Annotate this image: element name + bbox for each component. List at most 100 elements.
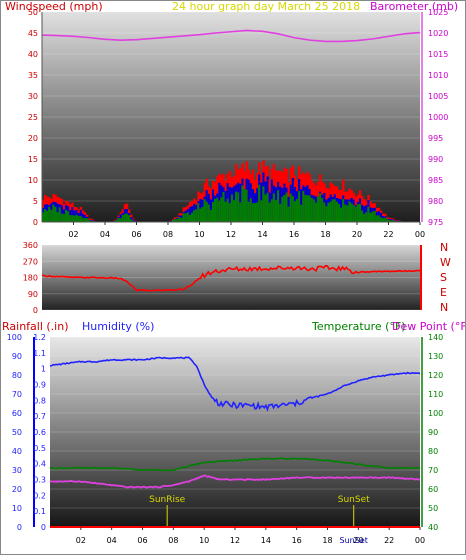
compass-label: N — [440, 301, 448, 314]
wind-low-bar — [225, 202, 227, 222]
barometer-tick-label: 1015 — [428, 50, 448, 59]
wind-low-bar — [126, 214, 128, 222]
wind-low-bar — [346, 205, 348, 222]
wind-low-bar — [73, 216, 75, 222]
rainfall-tick-label: 0.8 — [33, 396, 46, 405]
hour-tick-label: 22 — [383, 230, 393, 239]
temperature-tick-label: 50 — [428, 504, 438, 513]
wind-low-bar — [206, 202, 208, 222]
wind-low-bar — [201, 207, 203, 222]
wind-low-bar — [382, 218, 384, 222]
rainfall-tick-label: 1.2 — [33, 333, 46, 342]
wind-low-bar — [269, 203, 271, 222]
wind-low-bar — [250, 198, 252, 222]
hour-tick-label: 16 — [289, 230, 299, 239]
compass-label: E — [440, 286, 447, 299]
temperature-tick-label: 110 — [428, 390, 443, 399]
wind-low-bar — [220, 197, 222, 222]
barometer-tick-label: 985 — [428, 176, 443, 185]
wind-low-bar — [214, 199, 216, 222]
wind-low-bar — [300, 205, 302, 222]
wind-low-bar — [365, 212, 367, 222]
temperature-tick-label: 130 — [428, 352, 443, 361]
wind-low-bar — [183, 213, 185, 222]
wind-low-bar — [216, 198, 218, 222]
humidity-tick-label: 80 — [12, 371, 22, 380]
humidity-tick-label: 60 — [12, 409, 22, 418]
wind-low-bar — [185, 213, 187, 222]
wind-low-bar — [330, 202, 332, 222]
wind-low-bar — [248, 202, 250, 222]
hour-tick-label: 02 — [68, 230, 78, 239]
rainfall-tick-label: 0.1 — [33, 507, 46, 516]
wind-low-bar — [294, 201, 296, 222]
wind-low-bar — [277, 190, 279, 222]
windspeed-tick-label: 50 — [28, 8, 38, 17]
wind-low-bar — [57, 212, 59, 222]
temperature-tick-label: 60 — [428, 485, 438, 494]
wind-low-bar — [86, 218, 88, 222]
wind-low-bar — [281, 197, 283, 222]
wind-low-bar — [369, 213, 371, 222]
compass-label: N — [440, 241, 448, 254]
humidity-axis-title: Humidity (%) — [82, 320, 154, 333]
windspeed-tick-label: 25 — [28, 113, 38, 122]
hour-tick-label: 10 — [194, 230, 204, 239]
hour-tick-label: 00 — [415, 230, 425, 239]
wind-low-bar — [296, 199, 298, 222]
wind-low-bar — [69, 215, 71, 222]
wind-low-bar — [193, 210, 195, 222]
compass-label: S — [440, 271, 447, 284]
hour-tick-label: 08 — [163, 230, 173, 239]
wind-low-bar — [319, 193, 321, 222]
wind-low-bar — [367, 207, 369, 222]
windspeed-tick-label: 20 — [28, 134, 38, 143]
direction-tick-label: 180 — [23, 274, 38, 283]
hour-tick-label: 18 — [320, 230, 330, 239]
wind-low-bar — [317, 197, 319, 222]
rainfall-tick-label: 0 — [41, 523, 46, 532]
wind-low-bar — [187, 212, 189, 222]
wind-low-bar — [46, 211, 48, 222]
wind-low-bar — [61, 214, 63, 222]
sunset-marker-label: SunSet — [338, 495, 370, 505]
compass-label: W — [440, 256, 451, 269]
wind-low-bar — [258, 185, 260, 222]
windspeed-tick-label: 30 — [28, 92, 38, 101]
humidity-tick-label: 40 — [12, 447, 22, 456]
wind-low-bar — [304, 195, 306, 222]
windspeed-tick-label: 5 — [33, 197, 38, 206]
wind-low-bar — [336, 202, 338, 222]
wind-low-bar — [334, 199, 336, 222]
temperature-tick-label: 90 — [428, 428, 438, 437]
wind-low-bar — [44, 209, 46, 222]
wind-low-bar — [315, 203, 317, 222]
wind-low-bar — [120, 218, 122, 222]
windspeed-tick-label: 10 — [28, 176, 38, 185]
wind-low-bar — [237, 192, 239, 222]
wind-low-bar — [195, 209, 197, 222]
wind-low-bar — [309, 195, 311, 222]
direction-tick-label: 0 — [33, 306, 38, 315]
wind-low-bar — [67, 211, 69, 222]
hour-tick-label: 04 — [107, 536, 117, 545]
wind-low-bar — [180, 218, 182, 222]
hour-tick-label: 08 — [168, 536, 178, 545]
windspeed-tick-label: 45 — [28, 29, 38, 38]
barometer-tick-label: 990 — [428, 155, 443, 164]
windspeed-tick-label: 40 — [28, 50, 38, 59]
wind-low-bar — [80, 216, 82, 222]
wind-low-bar — [359, 204, 361, 222]
wind-low-bar — [78, 216, 80, 222]
wind-low-bar — [363, 214, 365, 222]
humidity-tick-label: 70 — [12, 390, 22, 399]
wind-low-bar — [63, 214, 65, 222]
wind-low-bar — [197, 203, 199, 222]
wind-low-bar — [351, 203, 353, 222]
wind-low-bar — [48, 207, 50, 222]
wind-low-bar — [374, 211, 376, 222]
rainfall-tick-label: 0.7 — [33, 412, 46, 421]
rainfall-tick-label: 0.4 — [33, 460, 46, 469]
wind-low-bar — [355, 207, 357, 222]
wind-low-bar — [243, 189, 245, 222]
